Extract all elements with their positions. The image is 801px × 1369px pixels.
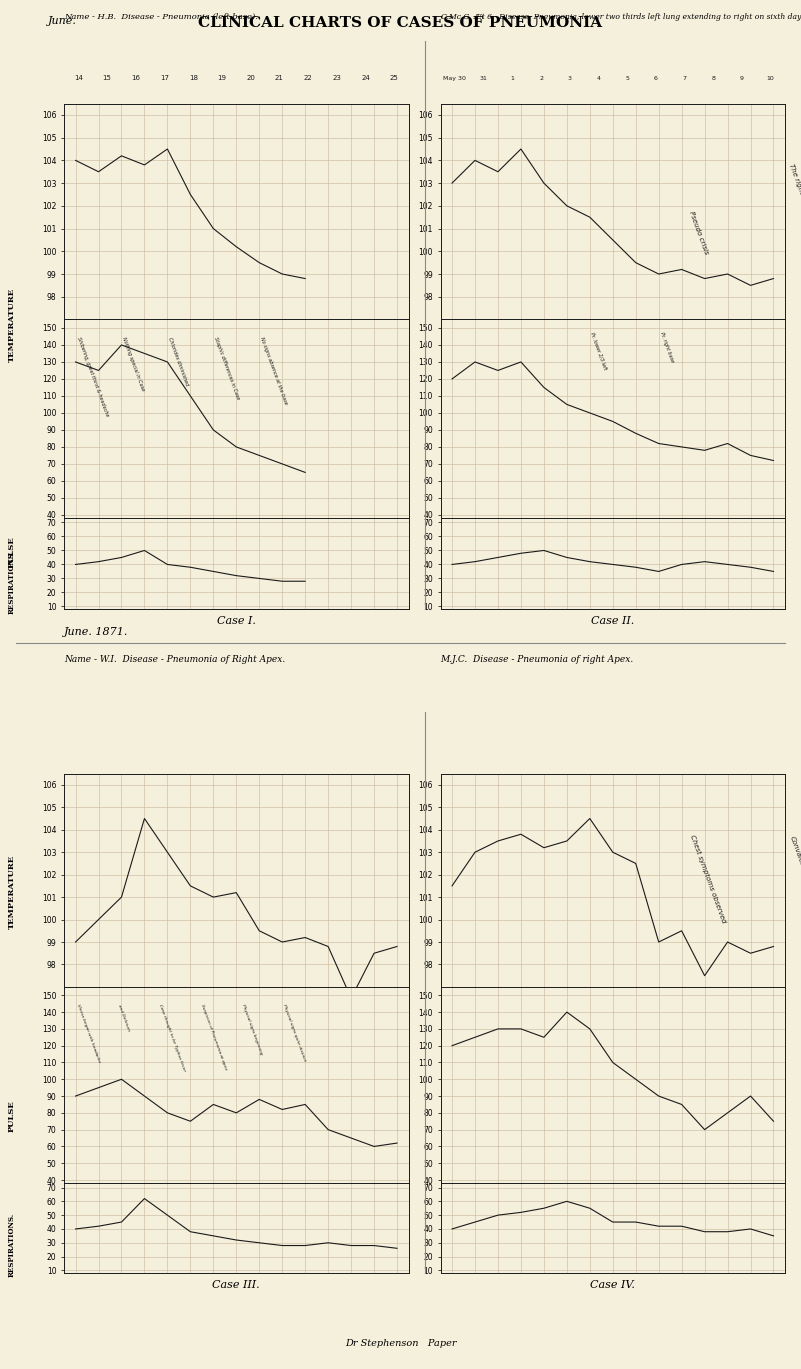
Text: 24: 24 xyxy=(361,75,370,81)
Text: 5: 5 xyxy=(625,75,629,81)
Text: Convalescent: Convalescent xyxy=(788,835,801,882)
Text: Case thought to be Typhus fever: Case thought to be Typhus fever xyxy=(159,1003,187,1072)
Text: 9: 9 xyxy=(740,75,744,81)
Text: 18: 18 xyxy=(189,75,198,81)
Text: 14: 14 xyxy=(74,75,83,81)
Text: Name - W.I.  Disease - Pneumonia of Right Apex.: Name - W.I. Disease - Pneumonia of Right… xyxy=(64,654,285,664)
Text: 8: 8 xyxy=(711,75,715,81)
Text: PULSE: PULSE xyxy=(8,1101,16,1132)
Text: Physical signs quite distinct: Physical signs quite distinct xyxy=(282,1003,307,1062)
Text: Case III.: Case III. xyxy=(212,1280,260,1290)
Text: 15: 15 xyxy=(103,75,111,81)
Text: 23: 23 xyxy=(332,75,341,81)
Text: 25: 25 xyxy=(390,75,399,81)
Text: 31: 31 xyxy=(480,75,488,81)
Text: Staphic differences in Case: Staphic differences in Case xyxy=(213,337,241,401)
Text: PULSE: PULSE xyxy=(8,537,16,568)
Text: RESPIRATIONS.: RESPIRATIONS. xyxy=(8,550,16,613)
Text: 2: 2 xyxy=(539,75,543,81)
Text: 7: 7 xyxy=(682,75,686,81)
Text: and Delirium: and Delirium xyxy=(117,1003,131,1031)
Text: Chest symptoms observed: Chest symptoms observed xyxy=(689,834,727,924)
Text: Dr Stephenson   Paper: Dr Stephenson Paper xyxy=(344,1339,457,1348)
Text: TEMPERATURE: TEMPERATURE xyxy=(8,854,16,928)
Text: The right base: The right base xyxy=(788,163,801,212)
Text: May 30: May 30 xyxy=(444,75,466,81)
Text: 16: 16 xyxy=(131,75,140,81)
Text: Nothing special in Case: Nothing special in Case xyxy=(122,337,146,392)
Text: 4: 4 xyxy=(597,75,601,81)
Text: C.Mc G. Æt 6.  Disease  Pneumonia, lower two thirds left lung extending to right: C.Mc G. Æt 6. Disease Pneumonia, lower t… xyxy=(441,12,801,21)
Text: Shibering, great thirst & headache: Shibering, great thirst & headache xyxy=(75,337,109,418)
Text: Pr. right base: Pr. right base xyxy=(658,331,674,363)
Text: No signs absence at the base: No signs absence at the base xyxy=(260,337,288,405)
Text: 19: 19 xyxy=(217,75,227,81)
Text: CLINICAL CHARTS OF CASES OF PNEUMONIA: CLINICAL CHARTS OF CASES OF PNEUMONIA xyxy=(199,16,602,30)
Text: 10: 10 xyxy=(767,75,775,81)
Text: Pseudo crisis: Pseudo crisis xyxy=(689,211,710,256)
Text: Suspicion of Pneumonia at apex: Suspicion of Pneumonia at apex xyxy=(199,1003,227,1071)
Text: Case I.: Case I. xyxy=(217,616,256,626)
Text: RESPIRATIONS.: RESPIRATIONS. xyxy=(8,1213,16,1277)
Text: 3: 3 xyxy=(568,75,572,81)
Text: TEMPERATURE: TEMPERATURE xyxy=(8,287,16,363)
Text: 1: 1 xyxy=(510,75,514,81)
Text: 21: 21 xyxy=(275,75,284,81)
Text: Pr. lower 2/3 left: Pr. lower 2/3 left xyxy=(590,331,608,371)
Text: 6: 6 xyxy=(654,75,658,81)
Text: 17: 17 xyxy=(160,75,169,81)
Text: M.J.C.  Disease - Pneumonia of right Apex.: M.J.C. Disease - Pneumonia of right Apex… xyxy=(441,654,634,664)
Text: Illness began with headache: Illness began with headache xyxy=(75,1003,101,1064)
Text: 20: 20 xyxy=(246,75,255,81)
Text: June.: June. xyxy=(48,16,77,26)
Text: Name - H.B.  Disease - Pneumonia (left base).: Name - H.B. Disease - Pneumonia (left ba… xyxy=(64,12,258,21)
Text: Case IV.: Case IV. xyxy=(590,1280,635,1290)
Text: 22: 22 xyxy=(304,75,312,81)
Text: Chlorides diminished: Chlorides diminished xyxy=(167,337,190,386)
Text: Case II.: Case II. xyxy=(591,616,634,626)
Text: June. 1871.: June. 1871. xyxy=(64,627,128,637)
Text: Physical signs beginning: Physical signs beginning xyxy=(241,1003,263,1055)
